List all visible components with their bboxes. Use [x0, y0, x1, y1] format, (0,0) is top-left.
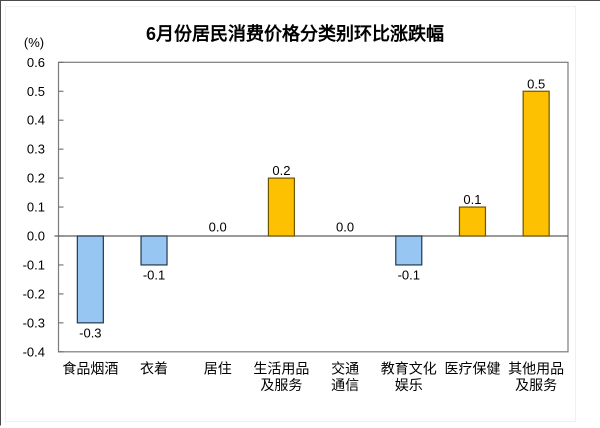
y-axis-tick-label: 0.2: [27, 171, 45, 186]
y-axis-tick-label: 0.0: [27, 229, 45, 244]
y-axis-tick-label: -0.2: [23, 286, 45, 301]
bar-value-label: 0.5: [527, 76, 545, 91]
bar-value-label: 0.1: [463, 192, 481, 207]
x-axis-category-label: 娱乐: [395, 377, 423, 393]
y-axis-tick-label: 0.4: [27, 113, 45, 128]
x-axis-category-label: 生活用品: [253, 361, 309, 377]
x-axis-category-label: 医疗保健: [444, 361, 500, 377]
x-axis-category-label: 居住: [204, 361, 232, 377]
bar-positive: [267, 177, 296, 237]
bar-value-label: -0.1: [398, 267, 420, 282]
y-axis-tick-label: 0.1: [27, 200, 45, 215]
bar-negative: [140, 235, 168, 266]
x-axis-category-label: 教育文化: [381, 361, 437, 377]
bar-value-label: -0.1: [143, 267, 165, 282]
image-light-border: [5, 6, 576, 422]
bar-value-label: -0.3: [79, 325, 101, 340]
y-axis-tick-label: -0.4: [23, 344, 45, 359]
bar-positive: [458, 206, 487, 237]
y-axis-tick-label: 0.6: [27, 55, 45, 70]
bar-value-label: 0.2: [272, 163, 290, 178]
x-axis-category-label: 及服务: [260, 377, 302, 393]
x-axis-category-label: 交通: [331, 361, 359, 377]
y-axis-tick-label: -0.1: [23, 257, 45, 272]
y-axis-unit-label: (%): [24, 35, 44, 50]
bar-value-label: 0.0: [336, 220, 354, 235]
y-axis-tick-label: 0.3: [27, 142, 45, 157]
x-axis-category-label: 衣着: [140, 361, 168, 377]
x-axis-category-label: 其他用品: [508, 361, 564, 377]
x-axis-category-label: 食品烟酒: [62, 361, 118, 377]
plot-area-border: [57, 61, 569, 353]
bar-negative: [76, 235, 104, 324]
y-axis-tick-label: -0.3: [23, 315, 45, 330]
chart-title: 6月份居民消费价格分类别环比涨跌幅: [146, 23, 444, 44]
bar-value-label: 0.0: [209, 220, 227, 235]
bar-negative: [395, 235, 423, 266]
bar-positive: [522, 90, 550, 237]
x-axis-category-label: 及服务: [515, 377, 557, 393]
x-axis-category-label: 通信: [331, 377, 359, 393]
y-axis-tick-label: 0.5: [27, 84, 45, 99]
